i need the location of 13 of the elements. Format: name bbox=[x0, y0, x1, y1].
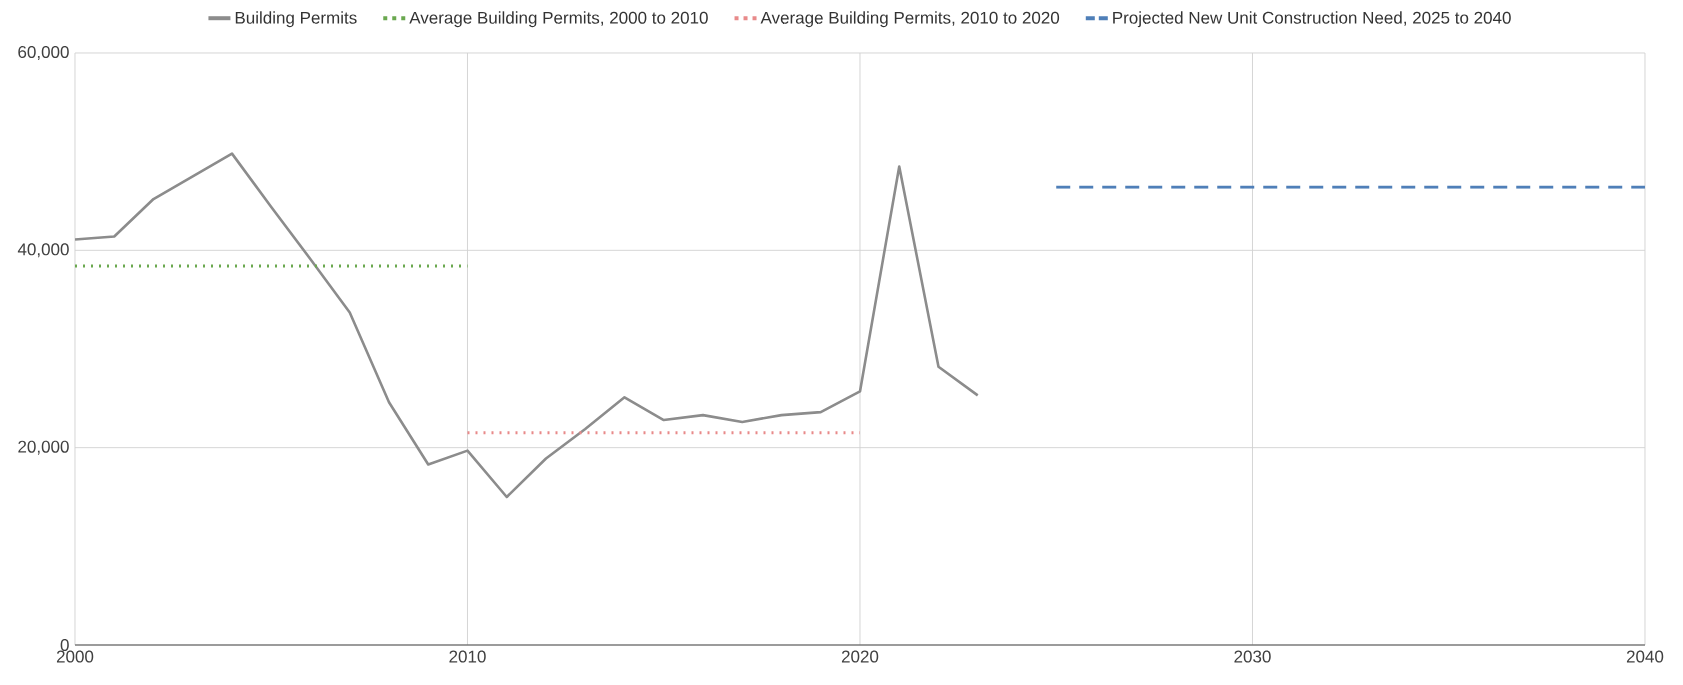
legend-label: Projected New Unit Construction Need, 2025 to 2040 bbox=[1113, 11, 1511, 28]
legend-label: Average Building Permits, 2010 to 2020 bbox=[760, 11, 1060, 28]
y-tick-label: 60,000 bbox=[18, 45, 69, 61]
x-tick-label: 2040 bbox=[1626, 650, 1664, 663]
legend-label: Building Permits bbox=[235, 11, 357, 28]
y-tick-label: 0 bbox=[60, 638, 69, 652]
y-tick-label: 20,000 bbox=[18, 440, 69, 455]
x-tick-label: 2020 bbox=[841, 650, 879, 663]
y-tick-label: 40,000 bbox=[17, 243, 69, 258]
legend-label: Average Building Permits, 2000 to 2010 bbox=[409, 11, 708, 28]
x-tick-label: 2010 bbox=[449, 650, 486, 663]
x-tick-label: 2000 bbox=[56, 650, 94, 663]
x-tick-label: 2030 bbox=[1234, 650, 1271, 663]
